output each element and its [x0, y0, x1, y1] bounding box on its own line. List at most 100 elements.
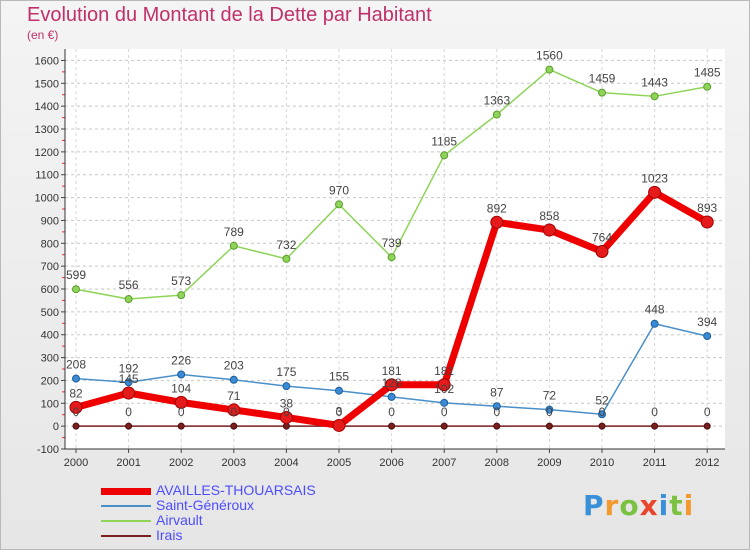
- legend-label: AVAILLES-THOUARSAIS: [156, 482, 316, 498]
- data-label: 1443: [641, 75, 668, 89]
- data-label: 764: [592, 231, 612, 245]
- data-label: 0: [283, 405, 290, 419]
- proxiti-logo: Proxiti: [583, 489, 694, 522]
- data-label: 175: [276, 365, 296, 379]
- data-point: [125, 422, 133, 430]
- data-label: 0: [125, 405, 132, 419]
- data-point: [122, 386, 136, 400]
- chart-unit-label: (en €): [27, 28, 59, 42]
- data-label: 0: [651, 405, 658, 419]
- data-point: [648, 185, 662, 199]
- data-label: 893: [697, 201, 717, 215]
- data-label: 128: [382, 376, 402, 390]
- data-label: 102: [434, 382, 454, 396]
- data-point: [598, 410, 606, 419]
- x-tick-label: 2008: [485, 457, 509, 469]
- data-label: 3: [336, 404, 343, 418]
- logo-letter: i: [683, 489, 695, 522]
- data-point: [595, 245, 609, 259]
- data-point: [598, 422, 606, 430]
- data-point: [387, 253, 396, 262]
- legend-swatch: [101, 505, 151, 507]
- data-label: 82: [69, 386, 83, 400]
- data-label: 0: [336, 405, 343, 419]
- data-label: 1023: [641, 171, 668, 185]
- data-point: [387, 392, 396, 401]
- data-label: 556: [119, 278, 139, 292]
- data-point: [124, 295, 133, 304]
- data-label: 858: [539, 209, 559, 223]
- y-tick-label: 800: [41, 238, 59, 250]
- data-label: 38: [280, 396, 294, 410]
- legend-swatch: [101, 487, 151, 495]
- y-tick-label: -100: [37, 444, 59, 456]
- data-label: 145: [119, 372, 139, 386]
- y-tick-label: 1200: [35, 147, 59, 159]
- data-label: 52: [595, 393, 609, 407]
- data-label: 1185: [431, 134, 457, 148]
- y-tick-label: 400: [41, 330, 59, 342]
- data-point: [332, 418, 346, 432]
- data-label: 892: [487, 201, 507, 215]
- data-point: [545, 65, 554, 74]
- logo-letter: t: [669, 489, 684, 522]
- data-point: [69, 400, 83, 414]
- x-tick-label: 2006: [379, 457, 403, 469]
- logo-letter: i: [658, 489, 670, 522]
- data-point: [385, 378, 399, 392]
- y-tick-label: 1600: [35, 55, 59, 67]
- data-point: [72, 374, 80, 383]
- y-tick-label: 700: [41, 261, 59, 273]
- legend-label: Irais: [156, 527, 183, 543]
- x-tick-label: 2012: [695, 457, 719, 469]
- data-point: [440, 151, 449, 160]
- data-point: [229, 241, 238, 250]
- x-tick-label: 2004: [274, 457, 298, 469]
- data-label: 1459: [589, 72, 616, 86]
- data-label: 104: [171, 381, 191, 395]
- data-point: [650, 92, 659, 101]
- legend-label: Saint-Généroux: [156, 497, 255, 513]
- data-point: [651, 422, 659, 430]
- data-label: 0: [230, 405, 237, 419]
- data-point: [492, 110, 501, 119]
- data-label: 970: [329, 183, 349, 197]
- data-label: 1363: [483, 94, 510, 108]
- y-tick-label: 1500: [35, 78, 59, 90]
- x-tick-label: 2000: [64, 457, 88, 469]
- data-point: [703, 82, 712, 91]
- data-point: [703, 332, 712, 341]
- data-label: 192: [119, 361, 139, 375]
- data-label: 0: [441, 405, 448, 419]
- data-point: [279, 410, 293, 424]
- x-tick-label: 2001: [116, 457, 140, 469]
- x-tick-label: 2009: [537, 457, 561, 469]
- x-tick-label: 2002: [169, 457, 193, 469]
- data-label: 0: [388, 405, 395, 419]
- data-point: [440, 422, 448, 430]
- data-label: 789: [224, 225, 244, 239]
- data-point: [700, 215, 714, 229]
- data-point: [282, 382, 291, 391]
- y-tick-label: 1000: [35, 193, 59, 205]
- logo-letter: r: [604, 489, 620, 522]
- data-label: 0: [178, 405, 185, 419]
- data-label: 155: [329, 370, 349, 384]
- data-point: [440, 398, 449, 407]
- data-point: [72, 285, 80, 294]
- data-label: 0: [493, 405, 500, 419]
- y-tick-label: 500: [41, 307, 59, 319]
- y-tick-label: 1100: [35, 170, 59, 182]
- data-label: 1560: [536, 49, 563, 63]
- data-label: 394: [697, 315, 717, 329]
- data-point: [72, 422, 80, 430]
- data-label: 573: [171, 274, 191, 288]
- x-tick-label: 2010: [590, 457, 614, 469]
- data-label: 1485: [694, 66, 721, 80]
- y-tick-label: 900: [41, 215, 59, 227]
- data-label: 72: [543, 389, 557, 403]
- data-point: [492, 402, 501, 411]
- y-tick-label: 300: [41, 353, 59, 365]
- data-point: [174, 395, 188, 409]
